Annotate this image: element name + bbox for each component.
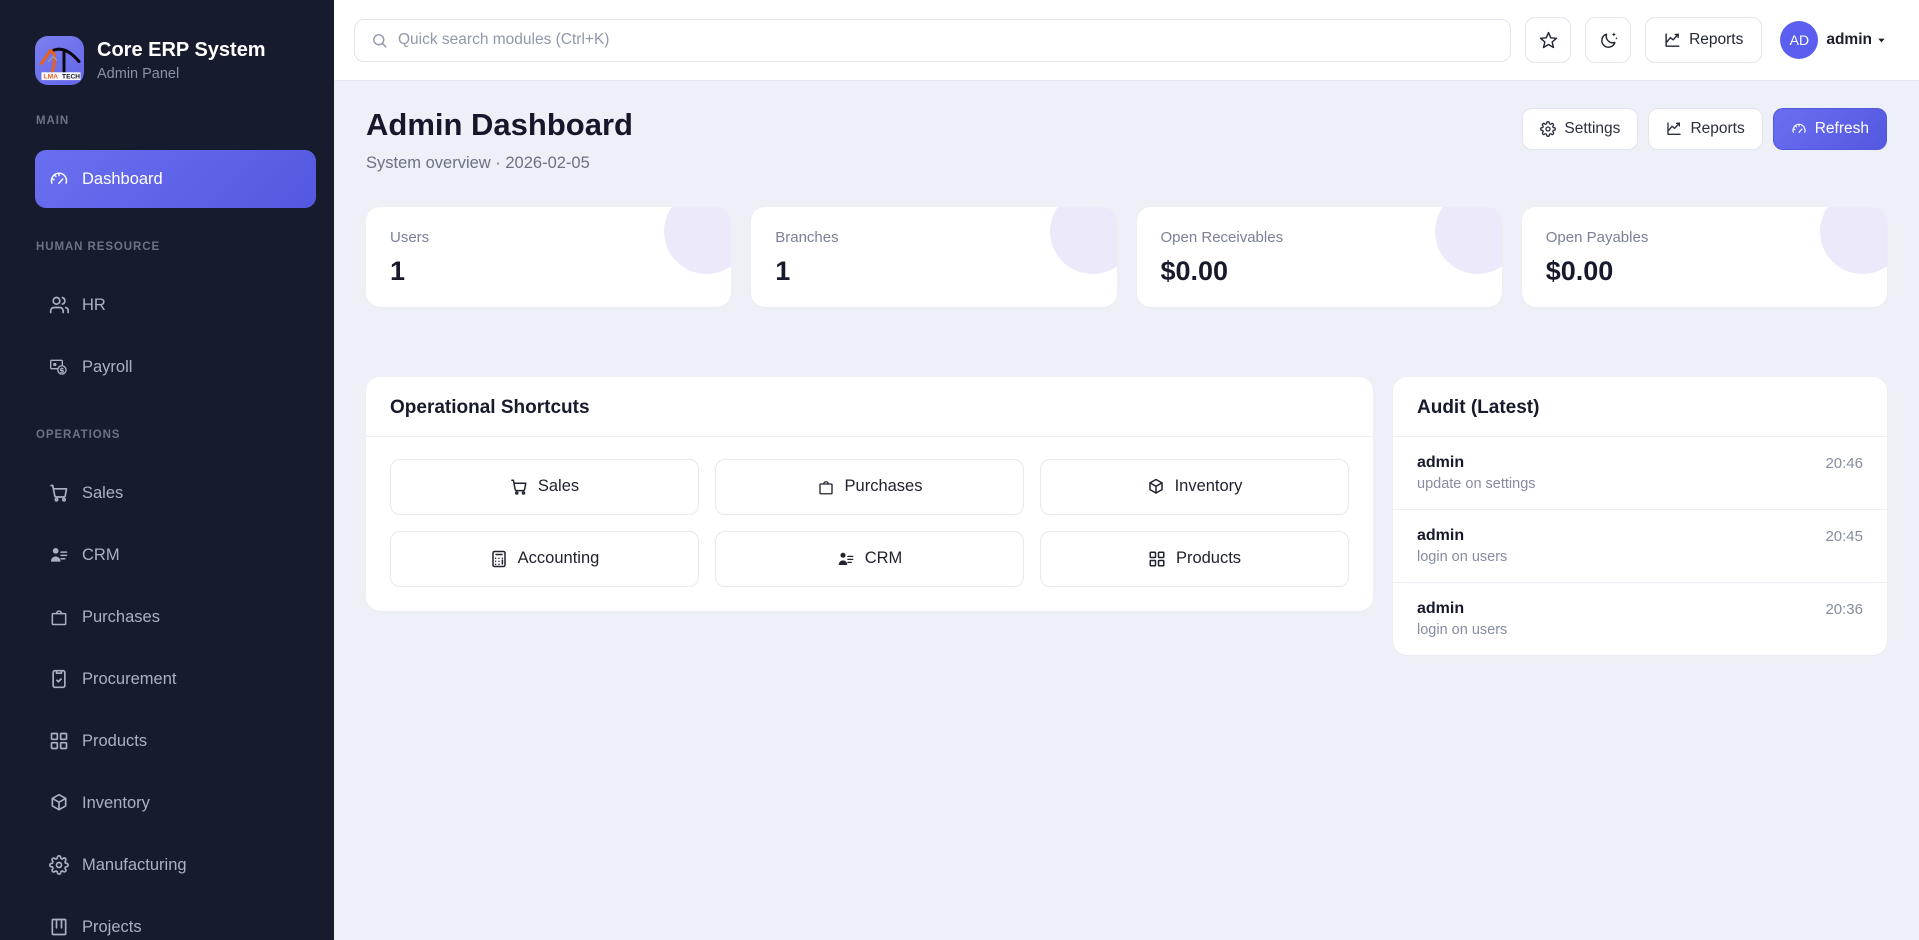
- svg-text:LMA: LMA: [44, 73, 59, 80]
- svg-text:TECH: TECH: [62, 73, 80, 80]
